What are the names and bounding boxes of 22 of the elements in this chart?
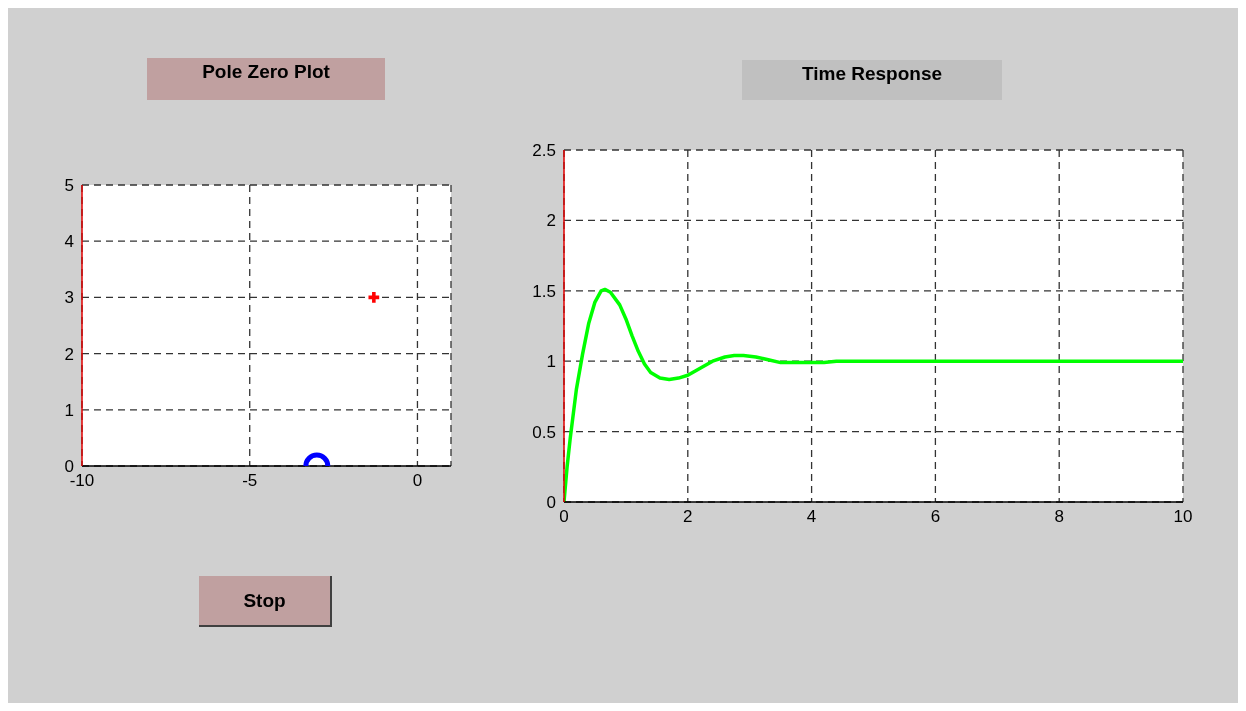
x-tick-label: 10 (1173, 507, 1193, 527)
y-tick-label: 2.5 (532, 141, 556, 161)
x-tick-label: 6 (930, 507, 941, 527)
x-tick-label: 0 (559, 507, 569, 527)
y-tick-label: 2 (64, 344, 74, 364)
x-tick-label: -5 (242, 471, 258, 491)
y-tick-label: 1 (64, 400, 74, 420)
x-tick-label: 4 (806, 507, 817, 527)
chart-title: Time Response (742, 60, 1002, 100)
y-tick-label: 4 (64, 232, 74, 252)
y-tick-label: 1 (546, 352, 556, 372)
x-tick-label: 2 (683, 507, 693, 527)
button: Stop (199, 576, 332, 627)
y-tick-label: 0.5 (532, 422, 556, 442)
y-tick-label: 3 (64, 288, 74, 308)
chart-title: Pole Zero Plot (147, 58, 385, 100)
y-tick-label: 1.5 (532, 281, 556, 301)
y-tick-label: 2 (546, 211, 556, 231)
x-tick-label: 0 (412, 471, 423, 491)
y-tick-label: 5 (64, 176, 74, 196)
x-tick-label: 8 (1054, 507, 1064, 527)
y-tick-label: 0 (546, 493, 556, 513)
